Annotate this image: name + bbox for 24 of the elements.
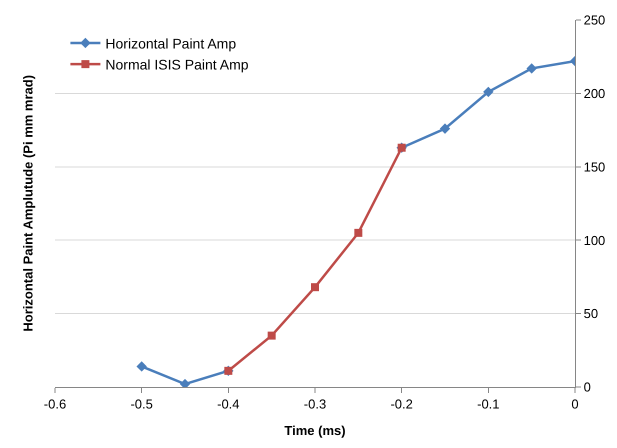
y-tick-label: 150 bbox=[584, 159, 606, 174]
point bbox=[354, 228, 362, 237]
y-tick-label: 0 bbox=[584, 380, 591, 395]
x-tick-label: -0.3 bbox=[304, 396, 326, 412]
x-tick-label: 0 bbox=[571, 396, 579, 412]
legend-label: Normal ISIS Paint Amp bbox=[105, 56, 249, 73]
x-tick-label: -0.5 bbox=[130, 396, 153, 412]
point bbox=[440, 123, 450, 134]
legend-label: Horizontal Paint Amp bbox=[105, 35, 236, 52]
y-tick-label: 50 bbox=[584, 306, 598, 322]
y-tick-label: 200 bbox=[584, 86, 606, 101]
y-axis-title: Horizontal Paint Amplutude (Pi mm mrad) bbox=[20, 74, 36, 332]
y-tick-label: 100 bbox=[584, 232, 606, 248]
x-tick-label: -0.6 bbox=[44, 396, 66, 412]
x-tick-label: -0.2 bbox=[390, 396, 413, 412]
y-tick-label: 250 bbox=[584, 12, 606, 28]
x-axis-title: Time (ms) bbox=[284, 423, 346, 438]
point bbox=[526, 63, 537, 74]
x-tick-label: -0.4 bbox=[217, 396, 240, 412]
point bbox=[268, 332, 276, 340]
x-tick-label: -0.1 bbox=[477, 396, 500, 412]
point bbox=[311, 283, 319, 292]
point bbox=[136, 361, 147, 372]
point bbox=[483, 86, 494, 98]
